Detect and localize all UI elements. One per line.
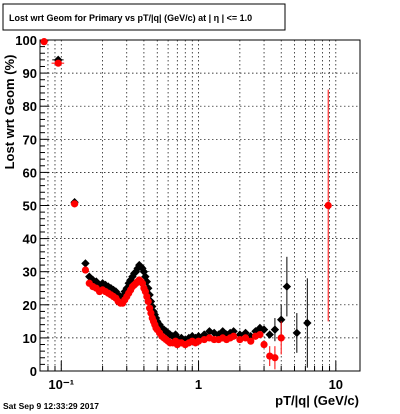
axis-ticks (39, 39, 337, 372)
y-tick-labels: 0 10 20 30 40 50 60 70 80 90 100 (15, 33, 37, 379)
data-point (54, 59, 62, 67)
data-point (241, 334, 250, 342)
chart-title-box (2, 3, 286, 31)
series-red (40, 38, 332, 370)
y-tick-label: 0 (30, 364, 37, 379)
data-point (271, 354, 279, 362)
x-tick-label: 1 (195, 377, 202, 392)
grid-lines (39, 40, 360, 371)
data-point (324, 201, 332, 210)
data-point (276, 315, 286, 324)
y-tick-label: 80 (23, 99, 37, 114)
y-tick-label: 30 (23, 265, 37, 280)
y-tick-label: 70 (23, 132, 37, 147)
y-axis-label: Lost wrt Geom (%) (2, 55, 17, 170)
data-point (40, 38, 48, 46)
data-point (165, 330, 175, 339)
y-tick-label: 60 (23, 165, 37, 180)
y-tick-label: 40 (23, 232, 37, 247)
data-point (229, 327, 238, 336)
x-tick-label: 10⁻¹ (48, 377, 74, 392)
data-point (70, 200, 79, 208)
data-point (241, 328, 250, 338)
data-point (128, 272, 137, 281)
data-point (229, 332, 238, 340)
data-point (292, 328, 302, 338)
data-point (144, 297, 152, 306)
y-tick-label: 50 (23, 199, 37, 214)
x-axis-label: pT/|q| (GeV/c) (275, 393, 359, 408)
data-point (260, 340, 268, 349)
y-tick-label: 100 (15, 33, 37, 48)
data-point (282, 282, 292, 291)
data-point (188, 332, 197, 341)
data-point (194, 337, 203, 345)
data-point (303, 318, 312, 328)
data-point (265, 330, 274, 339)
timestamp-label: Sat Sep 9 12:33:29 2017 (3, 401, 99, 411)
data-series (40, 38, 332, 370)
y-tick-label: 90 (23, 66, 37, 81)
data-point (236, 335, 244, 344)
data-point (247, 337, 255, 345)
data-point (81, 259, 90, 268)
x-tick-labels: 10⁻¹ 1 10 (48, 377, 343, 392)
chart-title: Lost wrt Geom for Primary vs pT/|q| (GeV… (9, 13, 252, 23)
data-point (256, 330, 264, 339)
x-tick-label: 10 (329, 377, 343, 392)
data-point (81, 266, 90, 274)
series-black (52, 55, 312, 368)
y-tick-label: 10 (23, 331, 37, 346)
data-point (277, 334, 285, 342)
data-point (270, 325, 280, 334)
y-tick-label: 20 (23, 298, 37, 313)
